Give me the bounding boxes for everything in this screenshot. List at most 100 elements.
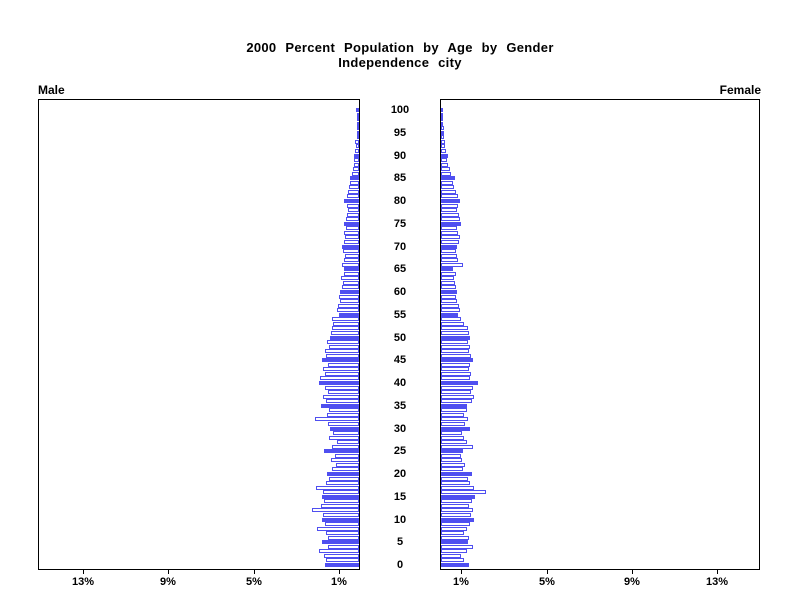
female-bar-age-7 xyxy=(441,531,464,536)
male-bar-age-82 xyxy=(348,189,359,194)
male-bar-age-100 xyxy=(356,108,359,112)
age-tick-label-50: 50 xyxy=(393,331,407,344)
female-bar-age-73 xyxy=(441,230,458,235)
male-bar-age-51 xyxy=(331,330,359,335)
female-bar-age-51 xyxy=(441,330,469,335)
male-bar-age-93 xyxy=(355,139,359,144)
age-tick-label-30: 30 xyxy=(393,422,407,435)
male-bar-age-74 xyxy=(346,226,359,231)
female-bar-age-20 xyxy=(441,472,472,476)
male-bar-age-24 xyxy=(335,453,359,458)
female-bar-age-46 xyxy=(441,353,471,358)
female-bar-age-18 xyxy=(441,481,470,486)
female-bar-age-38 xyxy=(441,390,471,395)
female-bar-age-45 xyxy=(441,358,473,363)
male-bar-age-58 xyxy=(340,299,359,304)
age-tick-label-15: 15 xyxy=(393,490,407,503)
female-bar-age-53 xyxy=(441,321,464,326)
female-bar-age-42 xyxy=(441,371,471,376)
male-bar-age-25 xyxy=(324,449,359,454)
male-bar-age-59 xyxy=(339,294,359,299)
male-bar-age-18 xyxy=(326,481,359,486)
female-bar-age-99 xyxy=(441,112,443,117)
male-bar-age-46 xyxy=(326,353,359,358)
female-bar-age-22 xyxy=(441,462,465,467)
female-bar-age-64 xyxy=(441,271,456,276)
male-bar-age-54 xyxy=(332,317,359,322)
male-bar-age-83 xyxy=(349,185,359,190)
female-bar-age-52 xyxy=(441,326,468,331)
male-bar-age-31 xyxy=(328,421,359,426)
male-bar-age-9 xyxy=(325,522,359,527)
male-x-tick-5 xyxy=(254,570,255,574)
female-bar-age-44 xyxy=(441,362,470,367)
male-bar-age-42 xyxy=(325,371,359,376)
female-bar-age-23 xyxy=(441,458,462,463)
male-bar-age-22 xyxy=(336,462,359,467)
age-tick-label-95: 95 xyxy=(393,126,407,139)
male-x-tick-1 xyxy=(339,570,340,574)
male-bar-age-11 xyxy=(323,512,359,517)
male-bar-age-21 xyxy=(332,467,359,472)
female-bar-age-16 xyxy=(441,490,486,495)
male-bar-age-41 xyxy=(320,376,359,381)
female-bar-age-63 xyxy=(441,276,454,281)
female-bar-age-94 xyxy=(441,135,444,140)
female-bar-age-2 xyxy=(441,553,461,558)
female-bar-age-68 xyxy=(441,253,457,258)
female-bar-age-58 xyxy=(441,299,457,304)
male-bar-age-7 xyxy=(326,531,359,536)
male-bar-age-92 xyxy=(356,144,359,149)
female-bar-age-67 xyxy=(441,258,458,263)
female-bar-age-27 xyxy=(441,440,467,445)
female-bar-age-10 xyxy=(441,517,474,522)
female-bar-age-90 xyxy=(441,153,448,158)
male-bar-age-33 xyxy=(327,412,359,417)
male-bar-age-73 xyxy=(344,230,359,235)
female-bar-age-33 xyxy=(441,412,464,417)
male-bar-age-4 xyxy=(328,544,359,549)
female-bar-age-76 xyxy=(441,217,460,222)
female-x-tick-label-9: 9% xyxy=(624,576,640,588)
male-bar-age-19 xyxy=(329,476,359,481)
male-bar-age-34 xyxy=(329,408,359,413)
female-bar-age-56 xyxy=(441,308,460,313)
male-bar-age-40 xyxy=(319,381,359,385)
male-bar-age-32 xyxy=(315,417,359,422)
male-bar-age-14 xyxy=(324,499,359,504)
female-bar-age-78 xyxy=(441,208,457,213)
female-x-tick-label-5: 5% xyxy=(539,576,555,588)
female-bar-age-55 xyxy=(441,312,458,317)
male-bar-age-61 xyxy=(342,285,359,290)
male-bar-age-55 xyxy=(339,312,359,317)
female-bar-age-75 xyxy=(441,221,461,226)
female-bar-age-59 xyxy=(441,294,456,299)
female-bar-age-8 xyxy=(441,526,467,531)
male-bar-age-94 xyxy=(357,135,359,140)
female-x-tick-label-13: 13% xyxy=(705,576,729,588)
female-bar-age-70 xyxy=(441,244,457,249)
male-bar-age-26 xyxy=(332,444,359,449)
male-panel xyxy=(38,99,360,570)
male-bar-age-38 xyxy=(328,390,359,395)
female-bar-age-80 xyxy=(441,199,460,203)
female-bar-age-83 xyxy=(441,185,454,190)
female-x-tick-13 xyxy=(717,570,718,574)
female-bar-age-15 xyxy=(441,494,475,499)
female-bar-age-9 xyxy=(441,522,470,527)
male-bar-age-8 xyxy=(317,526,359,531)
female-bar-age-17 xyxy=(441,485,474,490)
female-axis-label: Female xyxy=(719,83,761,97)
female-bar-age-86 xyxy=(441,171,451,176)
male-bar-age-98 xyxy=(357,117,359,122)
male-bar-age-39 xyxy=(325,385,359,390)
male-bar-age-85 xyxy=(350,176,359,181)
male-bar-age-97 xyxy=(357,121,359,126)
female-bar-age-89 xyxy=(441,158,447,163)
age-tick-label-20: 20 xyxy=(393,468,407,480)
female-bar-age-88 xyxy=(441,162,448,167)
female-bar-age-37 xyxy=(441,394,474,399)
male-x-tick-label-9: 9% xyxy=(160,576,176,588)
female-bar-age-50 xyxy=(441,335,470,340)
